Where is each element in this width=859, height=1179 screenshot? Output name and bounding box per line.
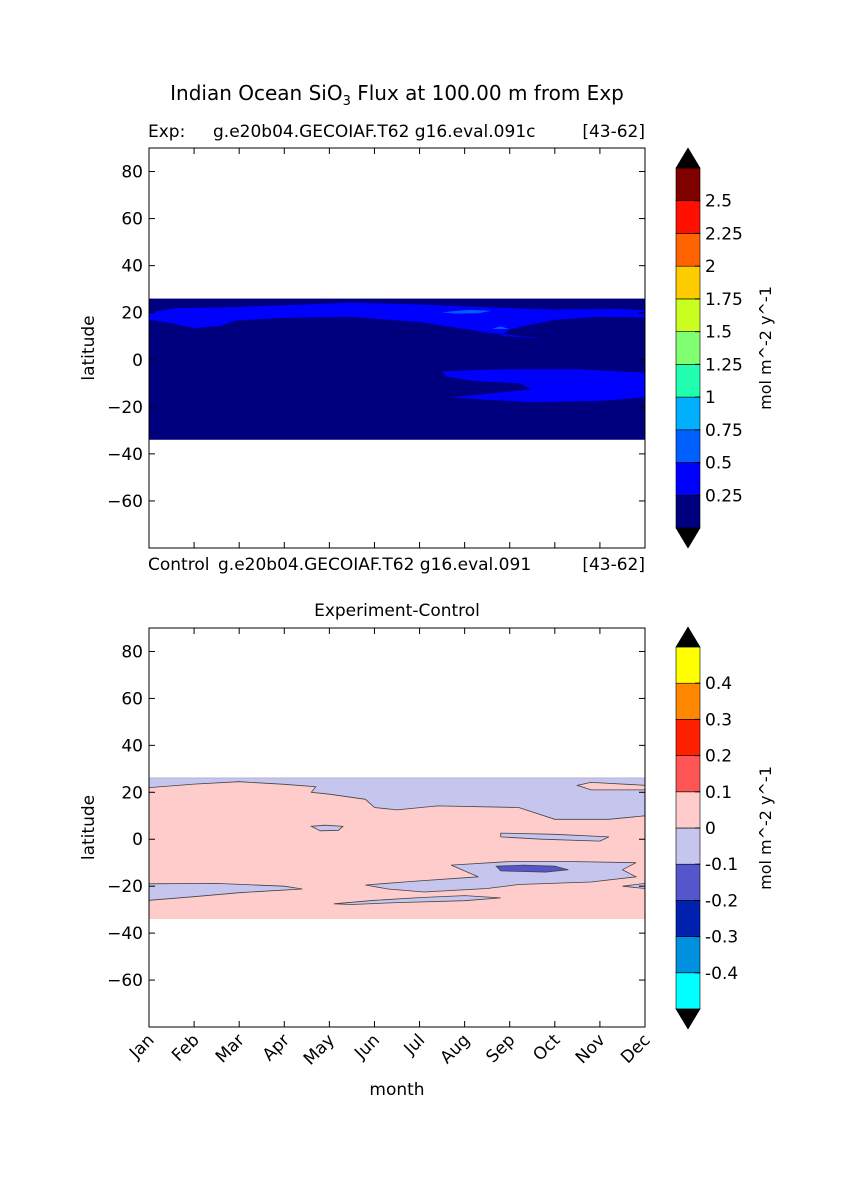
plot-frame bbox=[148, 627, 646, 1028]
subplot-title: Experiment-Control bbox=[314, 601, 480, 621]
colorbar-extend-top bbox=[675, 147, 701, 169]
colorbar-segment bbox=[675, 719, 701, 756]
contour-region-3 bbox=[365, 861, 638, 893]
plot-area bbox=[149, 298, 645, 440]
y-tick-label: 20 bbox=[121, 783, 143, 803]
colorbar-segment bbox=[675, 791, 701, 829]
colorbar-tick-label: -0.1 bbox=[705, 855, 738, 875]
colorbar-segment bbox=[675, 755, 701, 793]
y-axis-label: latitude bbox=[79, 315, 99, 380]
contour-region-3 bbox=[491, 326, 510, 330]
colorbar-segment bbox=[675, 646, 701, 684]
y-tick-label: 60 bbox=[121, 210, 143, 230]
title-subscript: 3 bbox=[343, 94, 351, 109]
colorbar-segment bbox=[675, 863, 701, 901]
colorbar-segment bbox=[675, 233, 701, 267]
y-tick-label: −60 bbox=[107, 492, 143, 512]
colorbar-segment bbox=[675, 900, 701, 937]
colorbar-tick-label: 2.25 bbox=[705, 224, 743, 244]
colorbar-segment bbox=[675, 827, 701, 865]
y-tick-label: 20 bbox=[121, 304, 143, 324]
colorbar-extend-bottom bbox=[675, 527, 701, 549]
y-tick-label: −60 bbox=[107, 971, 143, 991]
colorbar-tick-label: 0.4 bbox=[705, 674, 732, 694]
control-label-right: [43-62] bbox=[582, 555, 645, 575]
y-tick-label: −20 bbox=[107, 398, 143, 418]
colorbar-tick-label: 2.5 bbox=[705, 192, 732, 212]
colorbar-tick-label: 0.3 bbox=[705, 710, 732, 730]
colorbar-tick-label: 1 bbox=[705, 388, 716, 408]
colorbar-segment bbox=[675, 167, 701, 202]
colorbar-segment bbox=[675, 972, 701, 1010]
control-label-center: g.e20b04.GECOIAF.T62 g16.eval.091 bbox=[218, 555, 531, 575]
contour-region-7 bbox=[495, 864, 569, 873]
colorbar-tick-label: 1.25 bbox=[705, 355, 743, 375]
colorbar-tick-label: 2 bbox=[705, 257, 716, 277]
colorbar-tick-label: 0.25 bbox=[705, 486, 743, 506]
colorbar-tick-label: -0.2 bbox=[705, 891, 738, 911]
contour-region-5 bbox=[333, 895, 501, 905]
figure-title: Indian Ocean SiO3 Flux at 100.00 m from … bbox=[170, 81, 624, 109]
y-axis-label: latitude bbox=[79, 795, 99, 860]
y-tick-label: 40 bbox=[121, 257, 143, 277]
y-tick-label: −20 bbox=[107, 877, 143, 897]
data-band-background bbox=[149, 298, 645, 440]
y-tick-label: 60 bbox=[121, 689, 143, 709]
y-tick-label: 40 bbox=[121, 736, 143, 756]
contour-region-1 bbox=[442, 369, 645, 403]
x-axis-label: month bbox=[369, 1080, 424, 1100]
title-left: Exp: bbox=[148, 122, 185, 142]
colorbar-segment bbox=[675, 331, 701, 365]
y-tick-label: −40 bbox=[107, 445, 143, 465]
colorbar-segment bbox=[675, 298, 701, 332]
colorbar-segment bbox=[675, 682, 701, 720]
title-prefix: Indian Ocean SiO bbox=[170, 81, 342, 105]
contour-region-6 bbox=[622, 882, 645, 889]
colorbar-segment bbox=[675, 396, 701, 431]
colorbar-segment bbox=[675, 364, 701, 398]
contour-region-0 bbox=[149, 777, 645, 820]
experiment-panel: 80 60 40 20 0 −20 −40 −60 latitude Exp: g.e20b04.G… bbox=[79, 122, 775, 549]
y-tick-label: −40 bbox=[107, 924, 143, 944]
colorbar-tick-label: -0.4 bbox=[705, 964, 738, 984]
title-right: [43-62] bbox=[582, 122, 645, 142]
colorbar-tick-label: 1.5 bbox=[705, 323, 732, 343]
colorbar-tick-label: 1.75 bbox=[705, 290, 743, 310]
contour-region-0 bbox=[149, 302, 645, 339]
colorbar-extend-bottom bbox=[675, 1008, 701, 1030]
colorbar-label: mol m^-2 y^-1 bbox=[756, 766, 775, 890]
colorbar-tick-label: 0.75 bbox=[705, 421, 743, 441]
colorbar-tick-label: 0 bbox=[705, 819, 716, 839]
contour-region-1 bbox=[309, 824, 344, 832]
colorbar-segment bbox=[675, 494, 701, 529]
y-tick-label: 80 bbox=[121, 642, 143, 662]
y-tick-label: 0 bbox=[132, 830, 143, 850]
colorbar-segment bbox=[675, 936, 701, 974]
colorbar-segment bbox=[675, 200, 701, 234]
plot-area bbox=[149, 777, 645, 920]
contour-region-4 bbox=[149, 882, 303, 901]
colorbar-segment bbox=[675, 265, 701, 300]
colorbar-extend-top bbox=[675, 626, 701, 648]
colorbar-label: mol m^-2 y^-1 bbox=[756, 286, 775, 410]
colorbar-segment bbox=[675, 429, 701, 463]
contour-region-2 bbox=[442, 309, 492, 314]
y-tick-label: 0 bbox=[132, 351, 143, 371]
title-suffix: Flux at 100.00 m from Exp bbox=[351, 81, 624, 105]
title-center: g.e20b04.GECOIAF.T62 g16.eval.091c bbox=[213, 122, 535, 142]
colorbar-tick-label: 0.2 bbox=[705, 747, 732, 767]
colorbar-tick-label: 0.1 bbox=[705, 783, 732, 803]
plot-frame bbox=[148, 147, 646, 549]
colorbar-tick-label: -0.3 bbox=[705, 928, 738, 948]
colorbar-tick-label: 0.5 bbox=[705, 454, 732, 474]
colorbar-segment bbox=[675, 462, 701, 496]
contour-region-2 bbox=[500, 832, 610, 842]
control-label-left: Control bbox=[148, 555, 209, 575]
y-tick-label: 80 bbox=[121, 163, 143, 183]
